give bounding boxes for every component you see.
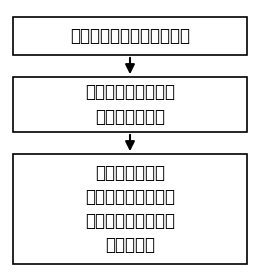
Text: 监听线控器发送至室
内机的通信信息: 监听线控器发送至室 内机的通信信息	[85, 83, 175, 126]
FancyBboxPatch shape	[13, 16, 247, 55]
Text: 对多联机空调地暖系统上电: 对多联机空调地暖系统上电	[70, 27, 190, 45]
Text: 根据电磁阀闭合
的数量和所监听的通
信信息控制供水管路
的出水温度: 根据电磁阀闭合 的数量和所监听的通 信信息控制供水管路 的出水温度	[85, 164, 175, 254]
FancyBboxPatch shape	[13, 154, 247, 264]
FancyBboxPatch shape	[13, 77, 247, 132]
